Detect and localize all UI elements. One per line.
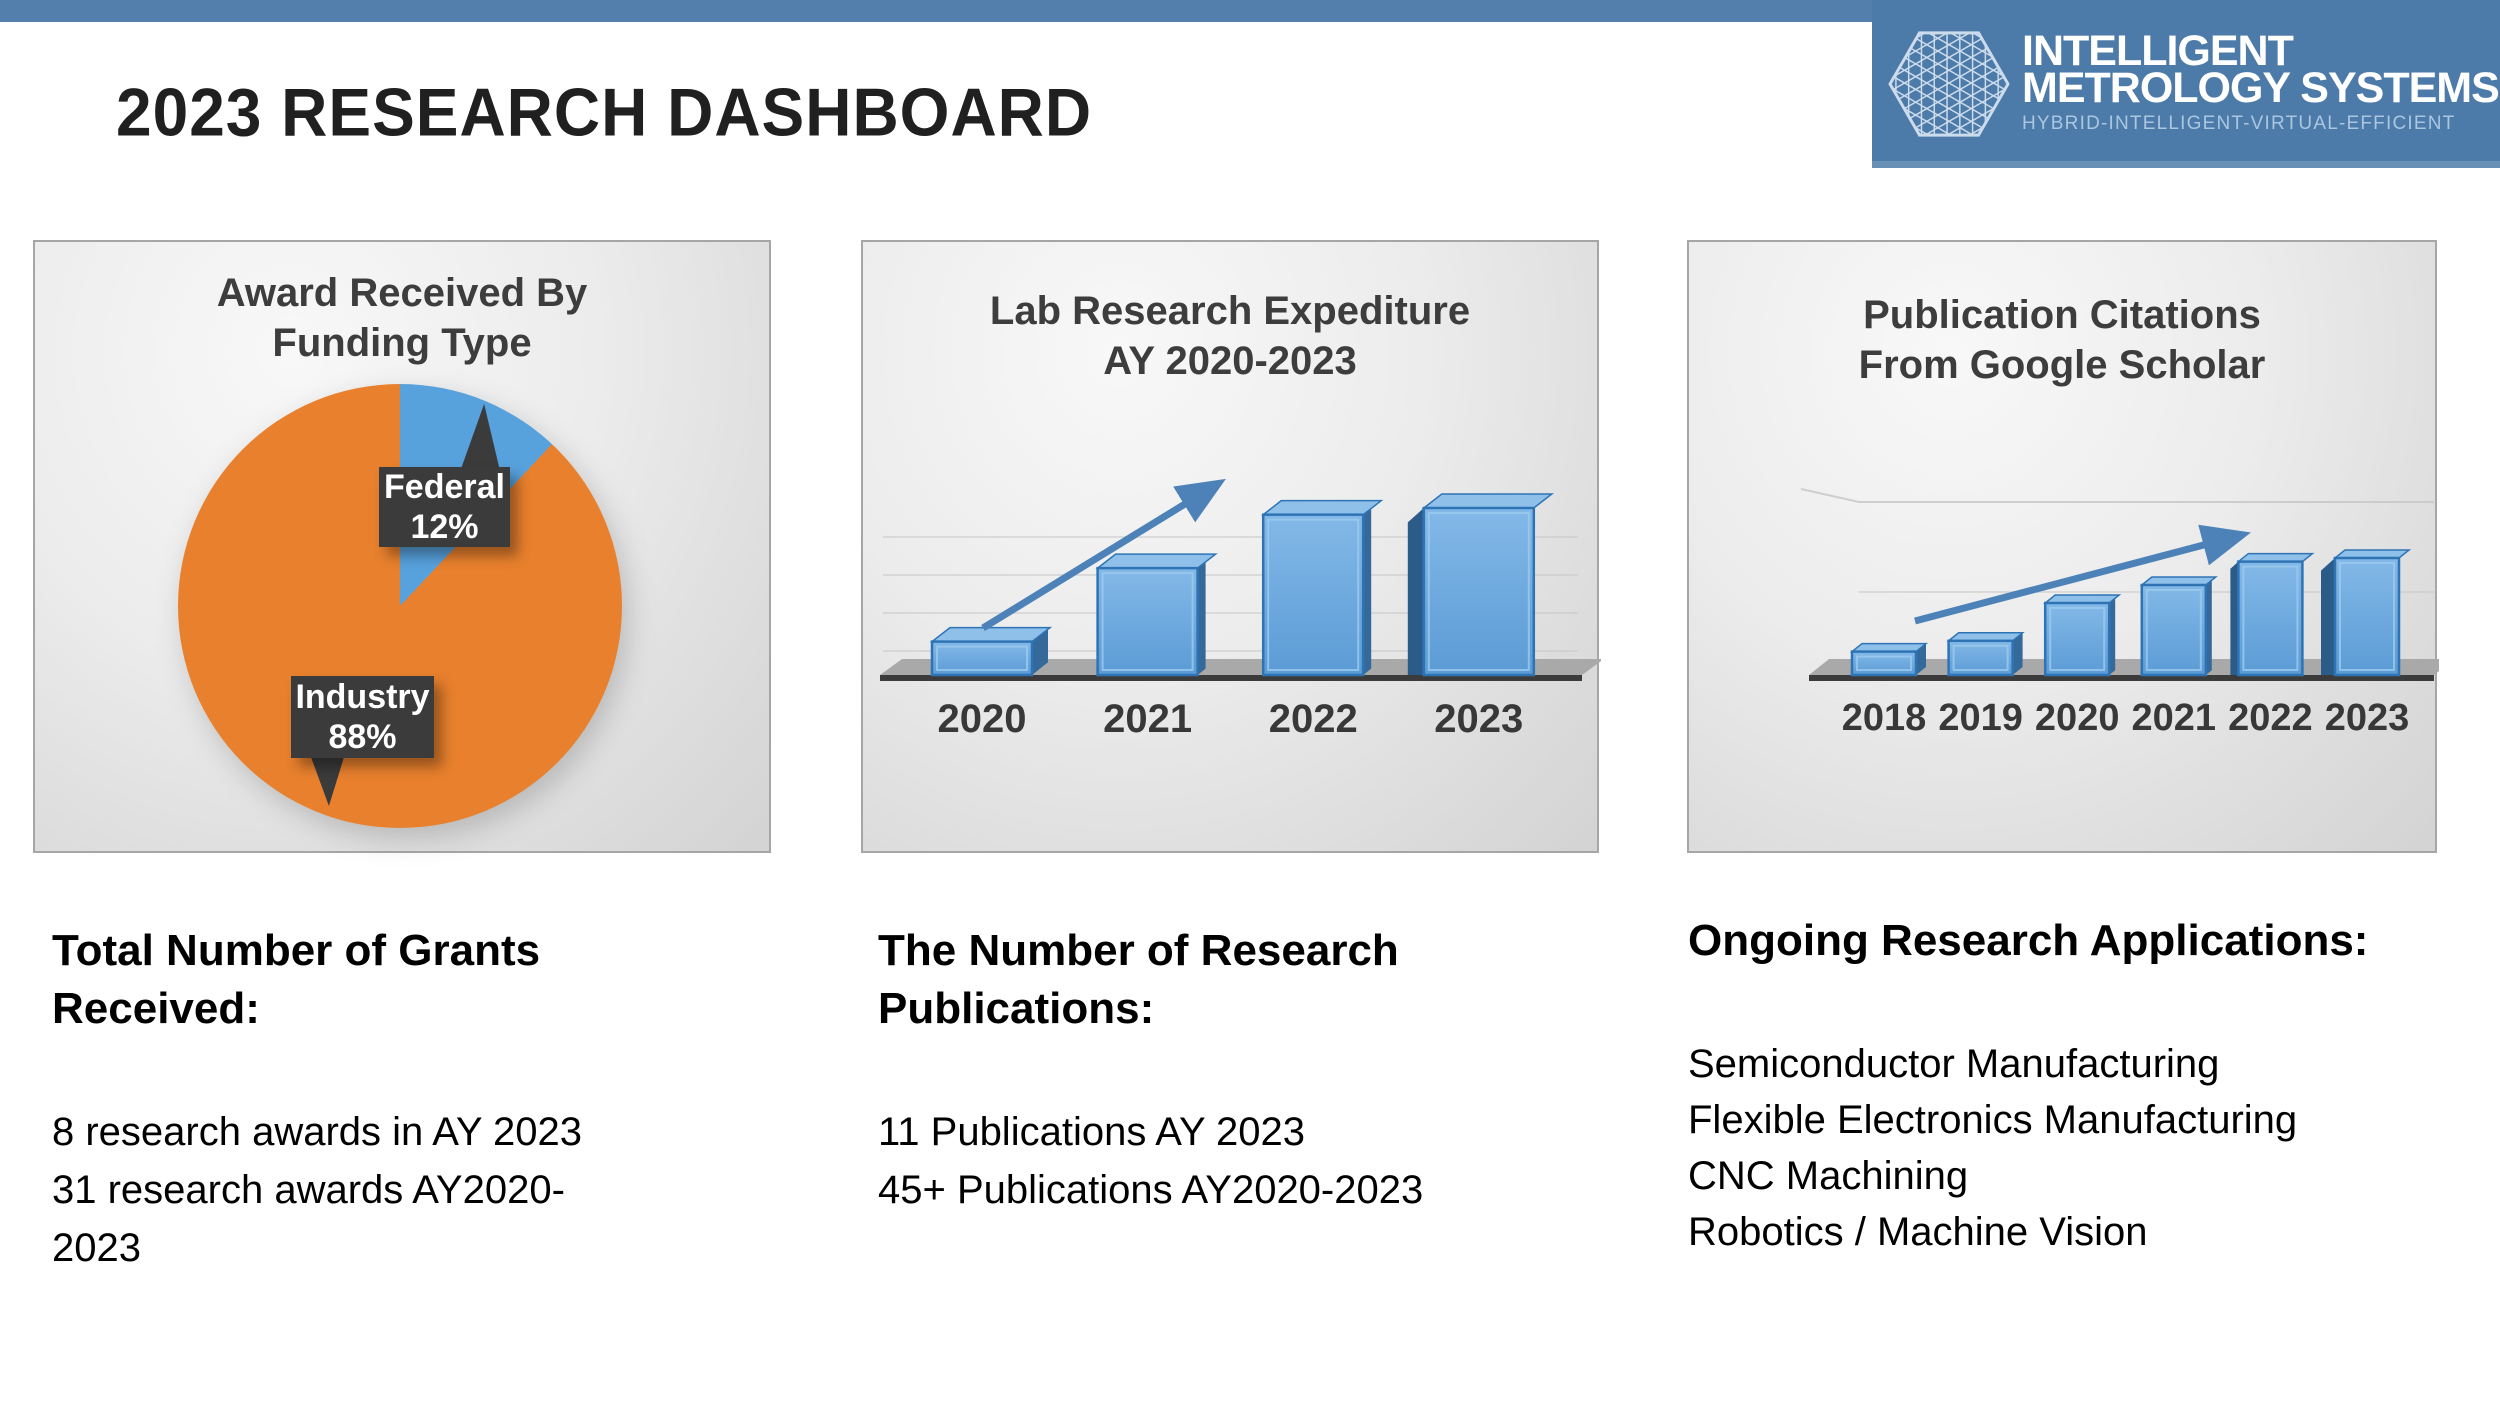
applications-note-line: Flexible Electronics Manufacturing [1688, 1098, 2298, 1142]
svg-text:2021: 2021 [1103, 697, 1192, 741]
svg-text:2018: 2018 [1842, 697, 1927, 739]
grants-note-heading: Total Number of Grants Received: [52, 926, 541, 1033]
grants-note-line: 8 research awards in AY 2023 [52, 1110, 582, 1154]
applications-note-line: CNC Machining [1688, 1154, 1969, 1198]
citations-bar-chart: 20182019202020212022202305001000 [1800, 488, 2439, 739]
svg-text:2022: 2022 [1269, 697, 1358, 741]
panel-publication-citations: Publication Citations From Google Schola… [1687, 240, 2439, 853]
panel-award-funding-type: Award Received By Funding Type Federal 1… [33, 240, 771, 853]
applications-note-line: Semiconductor Manufacturing [1688, 1042, 2220, 1086]
grants-note-body: 8 research awards in AY 2023 31 research… [52, 1103, 612, 1277]
logo-text: INTELLIGENT METROLOGY SYSTEMS HYBRID-INT… [2022, 27, 2500, 135]
publications-note-line: 45+ Publications AY2020-2023 [878, 1168, 1424, 1212]
grants-note-block: Total Number of Grants Received: 8 resea… [52, 922, 612, 1277]
svg-text:2020: 2020 [938, 697, 1027, 741]
svg-text:2020: 2020 [2035, 697, 2120, 739]
panel-lab-research-expenditure: Lab Research Expediture AY 2020-2023 202… [861, 240, 1601, 853]
publications-note-block: The Number of Research Publications: 11 … [878, 922, 1478, 1219]
federal-callout-label: Federal 12% [379, 467, 510, 547]
hexagon-lattice-icon [1888, 31, 2010, 137]
logo-line-2: METROLOGY SYSTEMS [2022, 64, 2500, 112]
pie-chart-title: Award Received By Funding Type [216, 271, 588, 365]
applications-note-line: Robotics / Machine Vision [1688, 1210, 2148, 1254]
company-logo: INTELLIGENT METROLOGY SYSTEMS HYBRID-INT… [1872, 0, 2500, 168]
svg-text:2019: 2019 [1938, 697, 2023, 739]
svg-text:2022: 2022 [2228, 697, 2313, 739]
publications-note-heading: The Number of Research Publications: [878, 926, 1399, 1033]
logo-tagline: HYBRID-INTELLIGENT-VIRTUAL-EFFICIENT [2022, 113, 2456, 134]
svg-text:2023: 2023 [2325, 697, 2410, 739]
funding-pie-chart [178, 384, 622, 828]
applications-note-heading: Ongoing Research Applications: [1688, 916, 2369, 965]
logo-line-1: INTELLIGENT [2022, 27, 2294, 75]
svg-text:2023: 2023 [1434, 697, 1523, 741]
applications-note-body: Semiconductor Manufacturing Flexible Ele… [1688, 1036, 2433, 1260]
grants-note-line: 31 research awards AY2020-2023 [52, 1168, 565, 1270]
page-title: 2023 RESEARCH DASHBOARD [116, 73, 1093, 151]
industry-callout-label: Industry 88% [291, 676, 434, 758]
publications-note-body: 11 Publications AY 2023 45+ Publications… [878, 1103, 1478, 1219]
expenditure-bar-chart: 2020 2021 2022 2023 [880, 478, 1601, 741]
applications-note-block: Ongoing Research Applications: Semicondu… [1688, 912, 2433, 1260]
publications-note-line: 11 Publications AY 2023 [878, 1110, 1305, 1154]
svg-text:2021: 2021 [2132, 697, 2217, 739]
